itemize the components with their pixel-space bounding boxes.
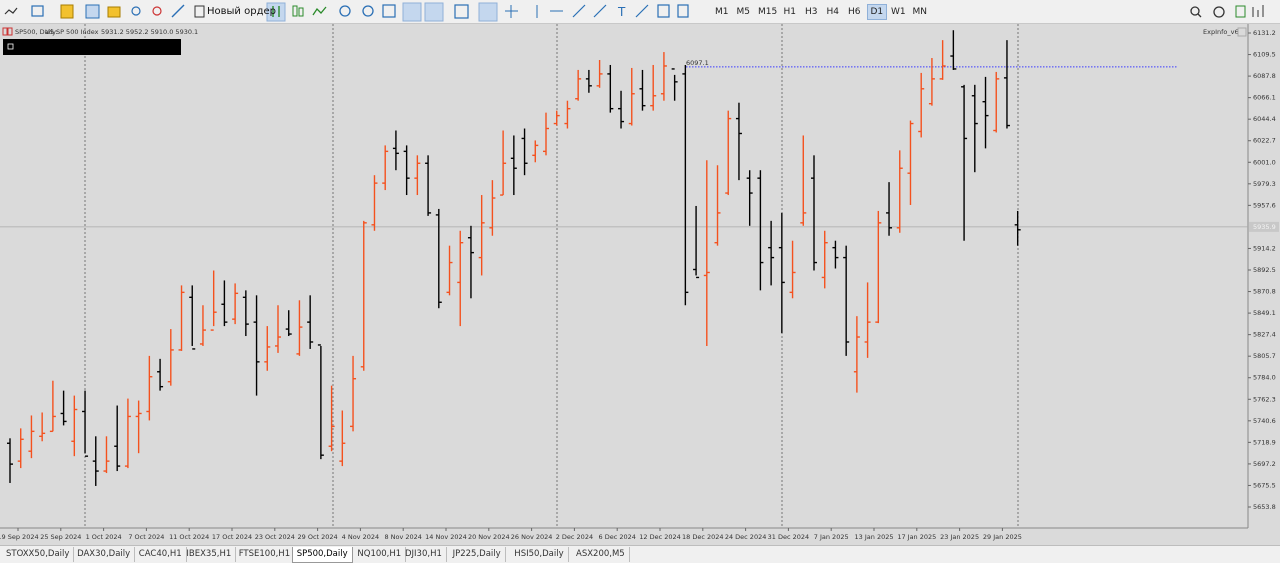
price-tick-label: 5762.3 [1253, 395, 1276, 403]
price-tick-label: 5849.1 [1253, 309, 1276, 317]
toolbar-right-icons [1190, 5, 1264, 18]
date-label: 18 Dec 2024 [682, 533, 724, 541]
price-tick-label: 5957.6 [1253, 201, 1276, 209]
timeframe-button[interactable]: M15 [758, 7, 778, 17]
date-label: 23 Jan 2025 [940, 533, 979, 541]
price-tick-label: 5697.2 [1253, 460, 1276, 468]
date-label: 6 Dec 2024 [599, 533, 636, 541]
new-order-button[interactable]: Новый ордер [207, 6, 276, 17]
price-tick-label: 6066.1 [1253, 94, 1276, 102]
date-label: 26 Nov 2024 [511, 533, 553, 541]
symbol-tab[interactable]: JP225,Daily [449, 547, 506, 562]
date-label: 2 Dec 2024 [556, 533, 593, 541]
date-label: 7 Jan 2025 [814, 533, 849, 541]
date-label: 14 Nov 2024 [425, 533, 467, 541]
price-tick-label: 5675.5 [1253, 481, 1276, 489]
price-tick-label: 5914.2 [1253, 244, 1276, 252]
date-label: 20 Nov 2024 [468, 533, 510, 541]
symbol-tab[interactable]: SP500,Daily [291, 547, 353, 563]
date-label: 4 Nov 2024 [342, 533, 380, 541]
timeframe-button[interactable]: M1 [715, 7, 729, 17]
symbol-tab[interactable]: DAX30,Daily [73, 547, 136, 562]
date-label: 29 Oct 2024 [298, 533, 338, 541]
date-label: 31 Dec 2024 [768, 533, 810, 541]
date-label: 17 Oct 2024 [212, 533, 252, 541]
quote: 5931.2 5952.2 5910.0 5930.1 [101, 28, 198, 36]
price-tick-label: 6044.4 [1253, 115, 1276, 123]
timeframe-button[interactable]: D1 [866, 4, 888, 20]
price-tick-label: 6087.8 [1253, 72, 1276, 80]
date-label: 13 Jan 2025 [855, 533, 894, 541]
symbol-tabs: STOXX50,Daily DAX30,Daily CAC40,H1 IBEX35,H… [0, 545, 1280, 563]
timeframe-button[interactable]: H6 [848, 7, 861, 17]
symbol-tab[interactable]: NQ100,H1 [353, 547, 407, 562]
timeframe-button[interactable]: H1 [783, 7, 797, 17]
symbol-tab[interactable]: ASX200,M5 [572, 547, 630, 562]
symbol-tab[interactable]: STOXX50,Daily [2, 547, 75, 562]
price-tick-label: 6001.0 [1253, 158, 1276, 166]
symbol-tab[interactable]: DJI30,H1 [401, 547, 447, 562]
date-label: 19 Sep 2024 [0, 533, 39, 541]
trade-panel[interactable] [3, 39, 181, 55]
price-tick-label: 6022.7 [1253, 137, 1276, 145]
panel-icon [7, 43, 14, 50]
date-label: 8 Nov 2024 [384, 533, 422, 541]
symbol-tab[interactable]: CAC40,H1 [135, 547, 187, 562]
toolbar: T Новый ордер M1 M5 M15 H1 H3 H4 H6 D1 W1 MN [0, 0, 1280, 24]
toolbar-icons: T [4, 2, 689, 22]
header-icons [2, 27, 13, 36]
price-tick-label: 5805.7 [1253, 352, 1276, 360]
price-tick-label: 5892.5 [1253, 266, 1276, 274]
description: US SP 500 Index [45, 28, 99, 36]
level-label: 6097.1 [686, 59, 709, 67]
current-price-label: 5935.9 [1253, 223, 1276, 231]
timeframe-button[interactable]: M5 [736, 7, 751, 17]
date-label: 25 Sep 2024 [40, 533, 81, 541]
date-label: 23 Oct 2024 [255, 533, 295, 541]
price-tick-label: 5718.9 [1253, 438, 1276, 446]
price-tick-label: 6109.5 [1253, 51, 1276, 59]
timeframe-button[interactable]: MN [912, 7, 928, 17]
date-label: 17 Jan 2025 [897, 533, 936, 541]
price-tick-label: 5979.3 [1253, 180, 1276, 188]
date-label: 7 Oct 2024 [128, 533, 164, 541]
symbol-tab[interactable]: HSI50,Daily [510, 547, 569, 562]
date-label: 12 Dec 2024 [639, 533, 681, 541]
timeframe-button[interactable]: W1 [891, 7, 906, 17]
date-label: 29 Jan 2025 [983, 533, 1022, 541]
price-tick-label: 5827.4 [1253, 331, 1276, 339]
price-tick-label: 5870.8 [1253, 288, 1276, 296]
indicator-name: ExpInfo_v6 [1203, 28, 1239, 36]
timeframe-button[interactable]: H4 [826, 7, 840, 17]
svg-text:T: T [617, 5, 626, 19]
current-price-box [1249, 221, 1279, 232]
price-tick-label: 6131.2 [1253, 29, 1276, 37]
chart-background [0, 24, 1280, 545]
symbol-tab[interactable]: IBEX35,H1 [182, 547, 237, 562]
date-label: 24 Dec 2024 [725, 533, 767, 541]
timeframe-button[interactable]: H3 [805, 7, 818, 17]
symbol: SP500, Daily: [15, 28, 58, 36]
date-label: 1 Oct 2024 [86, 533, 122, 541]
indicator-icon [1237, 27, 1247, 37]
symbol-tab[interactable]: FTSE100,H1 [235, 547, 296, 562]
price-tick-label: 5653.8 [1253, 503, 1276, 511]
price-tick-label: 5784.0 [1253, 374, 1276, 382]
date-label: 11 Oct 2024 [169, 533, 209, 541]
chart: SP500, Daily: US SP 500 Index 5931.2 595… [0, 24, 1280, 545]
price-tick-label: 5740.6 [1253, 417, 1276, 425]
